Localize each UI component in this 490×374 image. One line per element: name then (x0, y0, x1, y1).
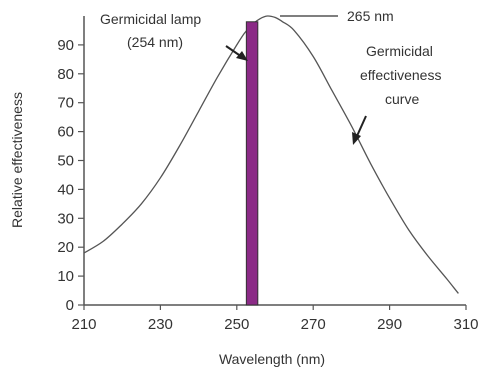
annotation-curve-line2: effectiveness (360, 67, 441, 83)
germicidal-effectiveness-curve (83, 15, 459, 294)
x-tick-label: 290 (377, 316, 402, 333)
y-tick-label: 50 (57, 153, 74, 170)
y-tick-label: 70 (57, 95, 74, 112)
y-tick-label: 40 (57, 181, 74, 198)
y-tick-label: 20 (57, 239, 74, 256)
y-tick-label: 0 (66, 297, 74, 314)
annotation-curve-line1: Germicidal (366, 43, 433, 59)
x-tick-label: 230 (148, 316, 173, 333)
x-tick-label: 210 (71, 316, 96, 333)
annotation-curve-line3: curve (385, 91, 419, 107)
germicidal-lamp-bar (245, 21, 259, 306)
x-tick-label: 270 (301, 316, 326, 333)
y-ticks: 0 10 20 30 40 50 60 70 80 90 (57, 37, 84, 314)
curve-arrow-icon (352, 115, 367, 145)
annotation-lamp-line1: Germicidal lamp (100, 11, 201, 27)
y-tick-label: 10 (57, 268, 74, 285)
annotation-lamp-line2: (254 nm) (127, 34, 183, 50)
y-axis-title: Relative effectiveness (9, 92, 25, 228)
x-tick-label: 250 (224, 316, 249, 333)
x-ticks: 210 230 250 270 290 310 (71, 305, 479, 333)
x-tick-label: 310 (453, 316, 478, 333)
x-axis-title: Wavelength (nm) (219, 351, 325, 367)
y-tick-label: 90 (57, 37, 74, 54)
annotation-peak: 265 nm (347, 8, 394, 24)
lamp-arrow-icon (225, 45, 248, 61)
y-tick-label: 80 (57, 66, 74, 83)
y-tick-label: 60 (57, 124, 74, 141)
y-tick-label: 30 (57, 210, 74, 227)
